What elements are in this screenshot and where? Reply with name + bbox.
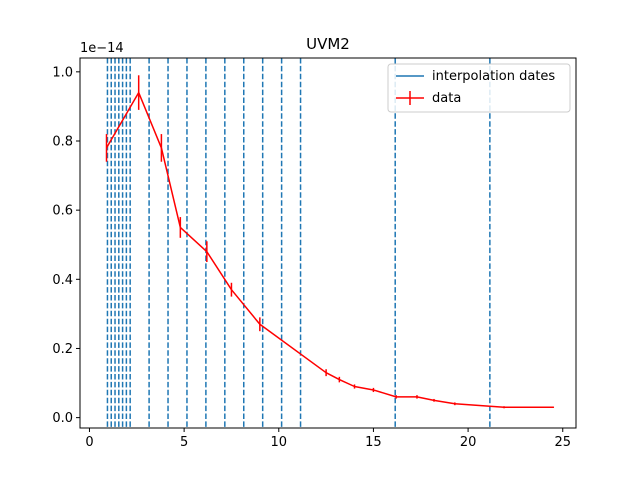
legend-box xyxy=(387,63,571,113)
interpolation-lines xyxy=(106,58,491,428)
legend: interpolation dates data xyxy=(387,63,571,113)
y-offset-label: 1e−14 xyxy=(80,41,124,56)
x-tick-label-2: 10 xyxy=(271,435,288,450)
legend-label-data: data xyxy=(432,91,461,106)
y-axis: 0.0 0.2 0.4 0.6 0.8 1.0 xyxy=(52,65,80,426)
chart-title: UVM2 xyxy=(306,35,350,53)
y-tick-label-5: 1.0 xyxy=(52,65,73,80)
x-tick-label-1: 5 xyxy=(180,435,188,450)
x-tick-label-5: 25 xyxy=(554,435,571,450)
y-tick-label-0: 0.0 xyxy=(52,411,73,426)
y-tick-label-1: 0.2 xyxy=(52,342,73,357)
y-tick-label-2: 0.4 xyxy=(52,273,73,288)
data-line-0 xyxy=(105,91,554,409)
x-tick-label-3: 15 xyxy=(365,435,382,450)
plot-frame xyxy=(79,57,577,429)
y-tick-label-4: 0.8 xyxy=(52,134,73,149)
x-tick-label-0: 0 xyxy=(85,435,93,450)
y-tick-label-3: 0.6 xyxy=(52,204,73,219)
x-axis: 0 5 10 15 20 25 xyxy=(85,428,571,450)
x-tick-label-4: 20 xyxy=(460,435,477,450)
legend-label-interpolation-dates: interpolation dates xyxy=(432,69,555,84)
data-series xyxy=(105,75,555,409)
